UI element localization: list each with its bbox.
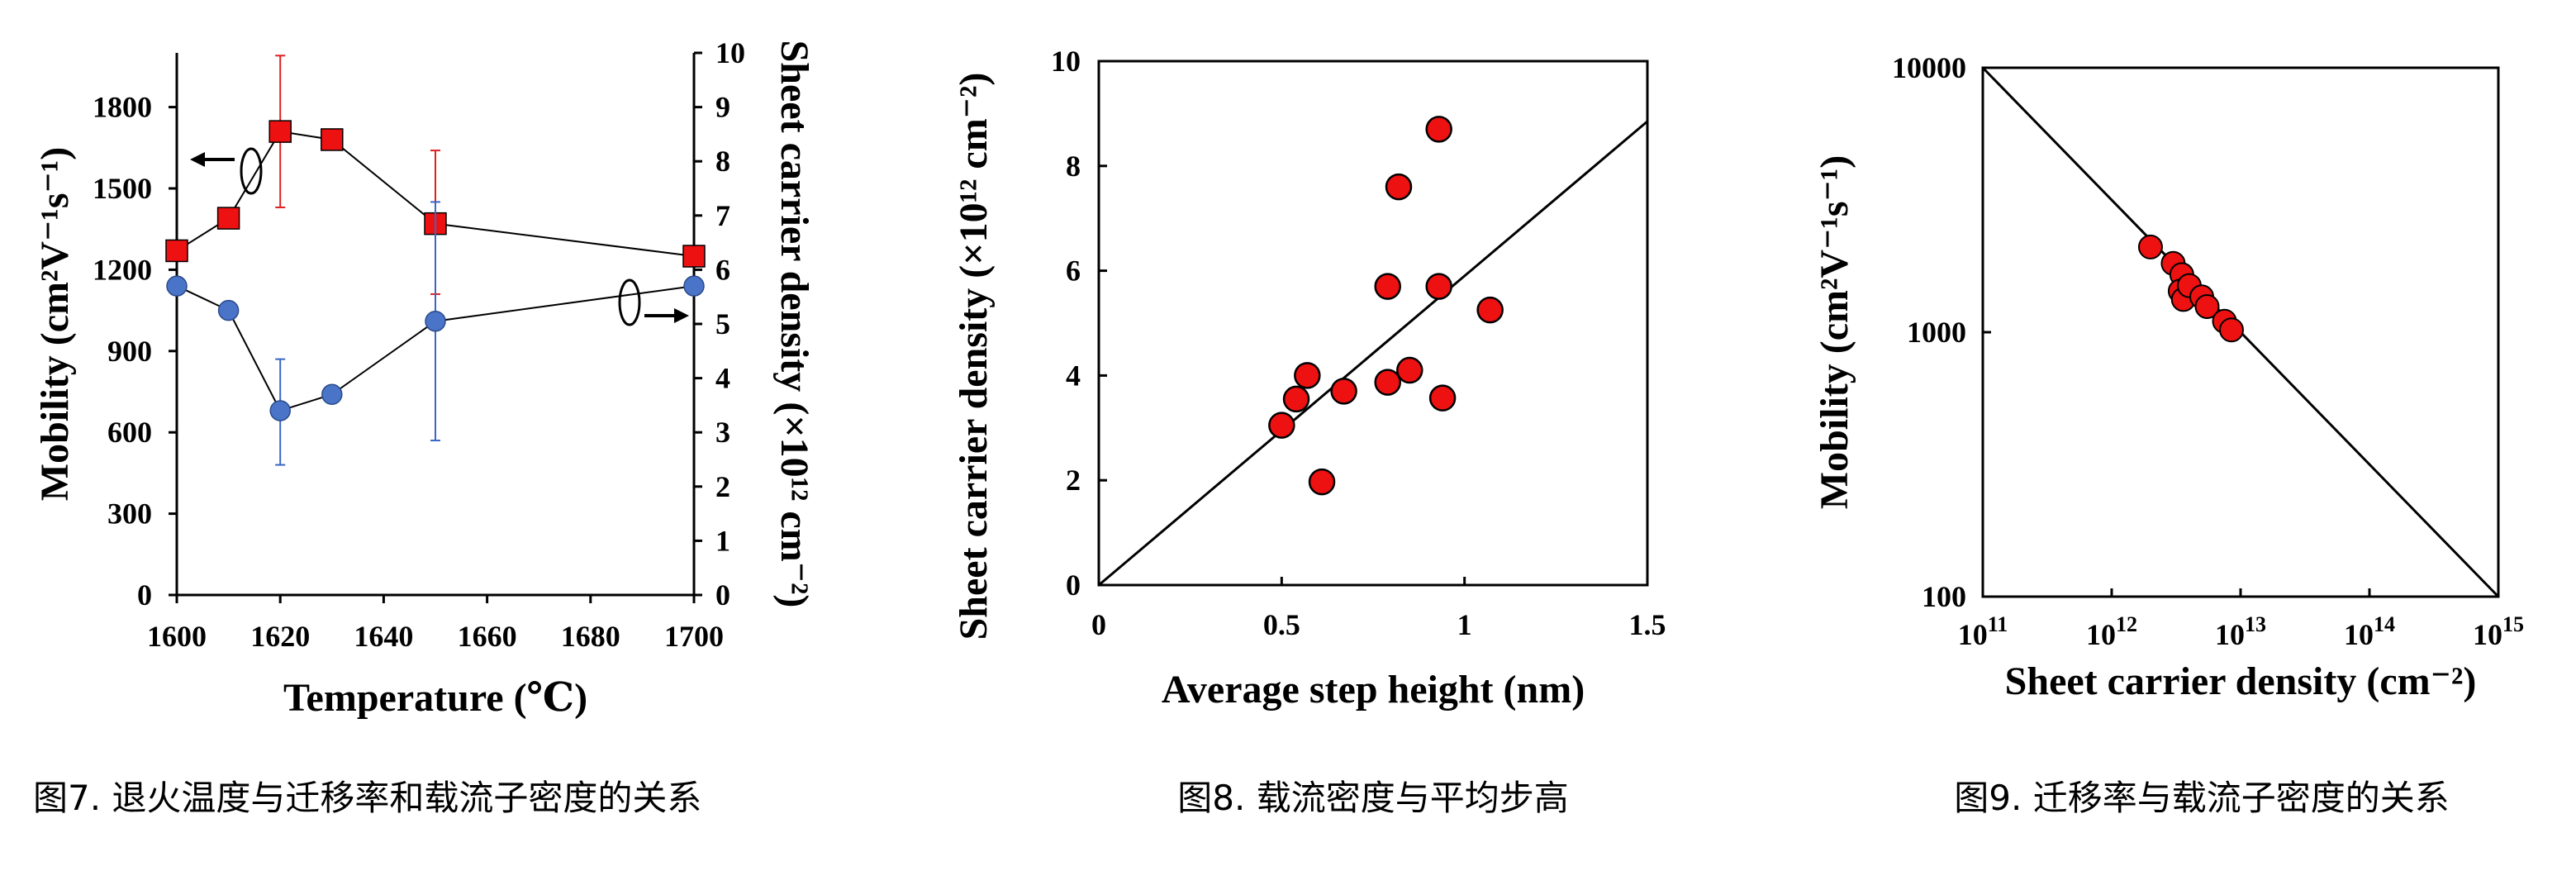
chart3-x-tick-exponent: 13: [2245, 612, 2266, 636]
chart1-density-marker: [425, 310, 446, 332]
chart2-data-point: [1476, 296, 1504, 324]
chart2-y-axis-title: Sheet carrier density (×10¹² cm⁻²): [952, 73, 996, 640]
chart3-x-tick-label: 1013: [2215, 612, 2266, 651]
chart1-mobility-marker: [682, 245, 706, 268]
chart1-y2-tick-label: 3: [715, 416, 730, 449]
chart3-y-tick-label: 1000: [1907, 316, 1966, 349]
chart2-data-point: [1428, 384, 1457, 412]
chart2-data-point: [1268, 412, 1295, 439]
chart3-caption: 图9. 迁移率与载流子密度的关系: [1954, 778, 2449, 818]
chart2-y-tick-label: 2: [1066, 464, 1081, 497]
chart2-data-point: [1396, 356, 1423, 384]
chart1-y-tick-label: 1200: [93, 253, 152, 286]
chart3-y-tick-label: 100: [1922, 580, 1966, 613]
chart3-x-tick-base: 10: [2215, 618, 2245, 651]
chart1-mobility-marker: [321, 128, 344, 151]
chart3-x-tick-exponent: 14: [2374, 612, 2395, 636]
chart1-density-marker: [683, 275, 705, 297]
chart1-y-tick-label: 900: [107, 335, 152, 368]
chart3-y-tick-label: 10000: [1892, 51, 1966, 84]
chart2-y-tick-label: 0: [1066, 569, 1081, 602]
chart3-data-point: [2137, 234, 2163, 259]
chart3-x-tick-exponent: 15: [2502, 612, 2524, 636]
chart3-x-tick-exponent: 12: [2116, 612, 2137, 636]
chart1-density-marker: [217, 299, 240, 321]
chart1-density-marker: [166, 275, 188, 297]
chart2-data-point: [1308, 468, 1336, 496]
chart1-x-tick-label: 1660: [458, 620, 517, 653]
chart2-data-point: [1425, 116, 1452, 143]
chart2-data-point: [1282, 385, 1310, 413]
chart2-y-tick-label: 4: [1066, 359, 1081, 392]
chart1-mobility-marker: [165, 239, 188, 263]
chart1-right-series-ellipse: [618, 278, 641, 326]
chart1-x-axis-title: Temperature (℃): [283, 676, 587, 720]
chart2-plot-frame: [1097, 59, 1649, 587]
chart1-right-arrow-head: [674, 308, 689, 323]
chart1-x-tick-label: 1600: [147, 620, 207, 653]
chart2-trendline: [1098, 120, 1648, 587]
chart1-y2-tick-label: 7: [715, 199, 730, 232]
chart2-y-tick-label: 10: [1051, 45, 1081, 78]
chart2-data-point: [1330, 378, 1357, 405]
chart3-x-axis-title: Sheet carrier density (cm⁻²): [2005, 659, 2477, 703]
chart3-x-tick-base: 10: [2344, 618, 2374, 651]
chart1-left-series-ellipse: [240, 147, 263, 195]
chart1-caption: 图7. 退火温度与迁移率和载流子密度的关系: [33, 778, 701, 818]
chart3-x-tick-base: 10: [2086, 618, 2116, 651]
chart3-x-tick-exponent: 11: [1988, 612, 2008, 636]
chart2-x-tick-label: 0.5: [1263, 608, 1300, 641]
chart1-y2-tick-label: 2: [715, 470, 730, 503]
chart1-y2-tick-label: 8: [715, 145, 730, 178]
chart1-left-arrow-head: [190, 152, 205, 167]
chart2-data-point: [1374, 369, 1401, 396]
chart2-data-point: [1425, 273, 1452, 300]
chart1-x-tick-label: 1620: [250, 620, 310, 653]
chart1-y2-tick-label: 10: [715, 36, 745, 69]
chart2-data-point: [1294, 362, 1321, 389]
chart2-data-point: [1385, 173, 1413, 201]
chart1-y-tick-label: 0: [137, 578, 152, 612]
chart1-density-marker: [321, 383, 343, 406]
chart3-y-axis-title: Mobility (cm²V⁻¹s⁻¹): [1813, 155, 1856, 509]
chart3-x-tick-label: 1014: [2344, 612, 2395, 651]
chart2-data-point: [1374, 273, 1401, 300]
chart2-x-tick-label: 1.5: [1629, 608, 1666, 641]
chart3-data-point: [2194, 293, 2220, 319]
chart1-y2-tick-label: 9: [715, 91, 730, 124]
chart1-y-tick-label: 600: [107, 416, 152, 449]
chart3-x-tick-label: 1011: [1958, 612, 2008, 651]
chart1-y-tick-label: 1500: [93, 172, 152, 205]
chart1-y2-tick-label: 5: [715, 307, 730, 340]
chart2-x-tick-label: 1: [1457, 608, 1472, 641]
chart2-x-tick-label: 0: [1091, 608, 1106, 641]
chart2-y-tick-label: 8: [1066, 150, 1081, 183]
chart1-x-tick-label: 1640: [354, 620, 413, 653]
chart1-mobility-marker: [216, 207, 240, 230]
chart2-y-tick-label: 6: [1066, 255, 1081, 288]
chart1-y2-tick-label: 1: [715, 524, 730, 557]
chart1-y-tick-label: 300: [107, 497, 152, 531]
chart2-x-axis-title: Average step height (nm): [1162, 668, 1585, 712]
chart3-data-point: [2218, 317, 2244, 343]
chart3-x-tick-base: 10: [2473, 618, 2502, 651]
chart1-x-tick-label: 1680: [561, 620, 620, 653]
chart1-y-axis-title: Mobility (cm²V⁻¹s⁻¹): [33, 147, 77, 501]
chart1-y2-tick-label: 0: [715, 578, 730, 612]
chart1-y-tick-label: 1800: [93, 91, 152, 124]
chart3-x-tick-base: 10: [1958, 618, 1988, 651]
chart2-caption: 图8. 载流密度与平均步高: [1177, 778, 1568, 818]
chart1-y2-tick-label: 4: [715, 362, 730, 395]
chart3-x-tick-label: 1015: [2473, 612, 2524, 651]
chart1-y2-tick-label: 6: [715, 253, 730, 286]
chart3-x-tick-label: 1012: [2086, 612, 2137, 651]
chart1-density-marker: [269, 400, 291, 421]
chart1-x-tick-label: 1700: [664, 620, 724, 653]
chart1-y2-axis-title: Sheet carrier density (×10¹² cm⁻²): [772, 40, 816, 608]
chart1-mobility-marker: [269, 120, 292, 143]
